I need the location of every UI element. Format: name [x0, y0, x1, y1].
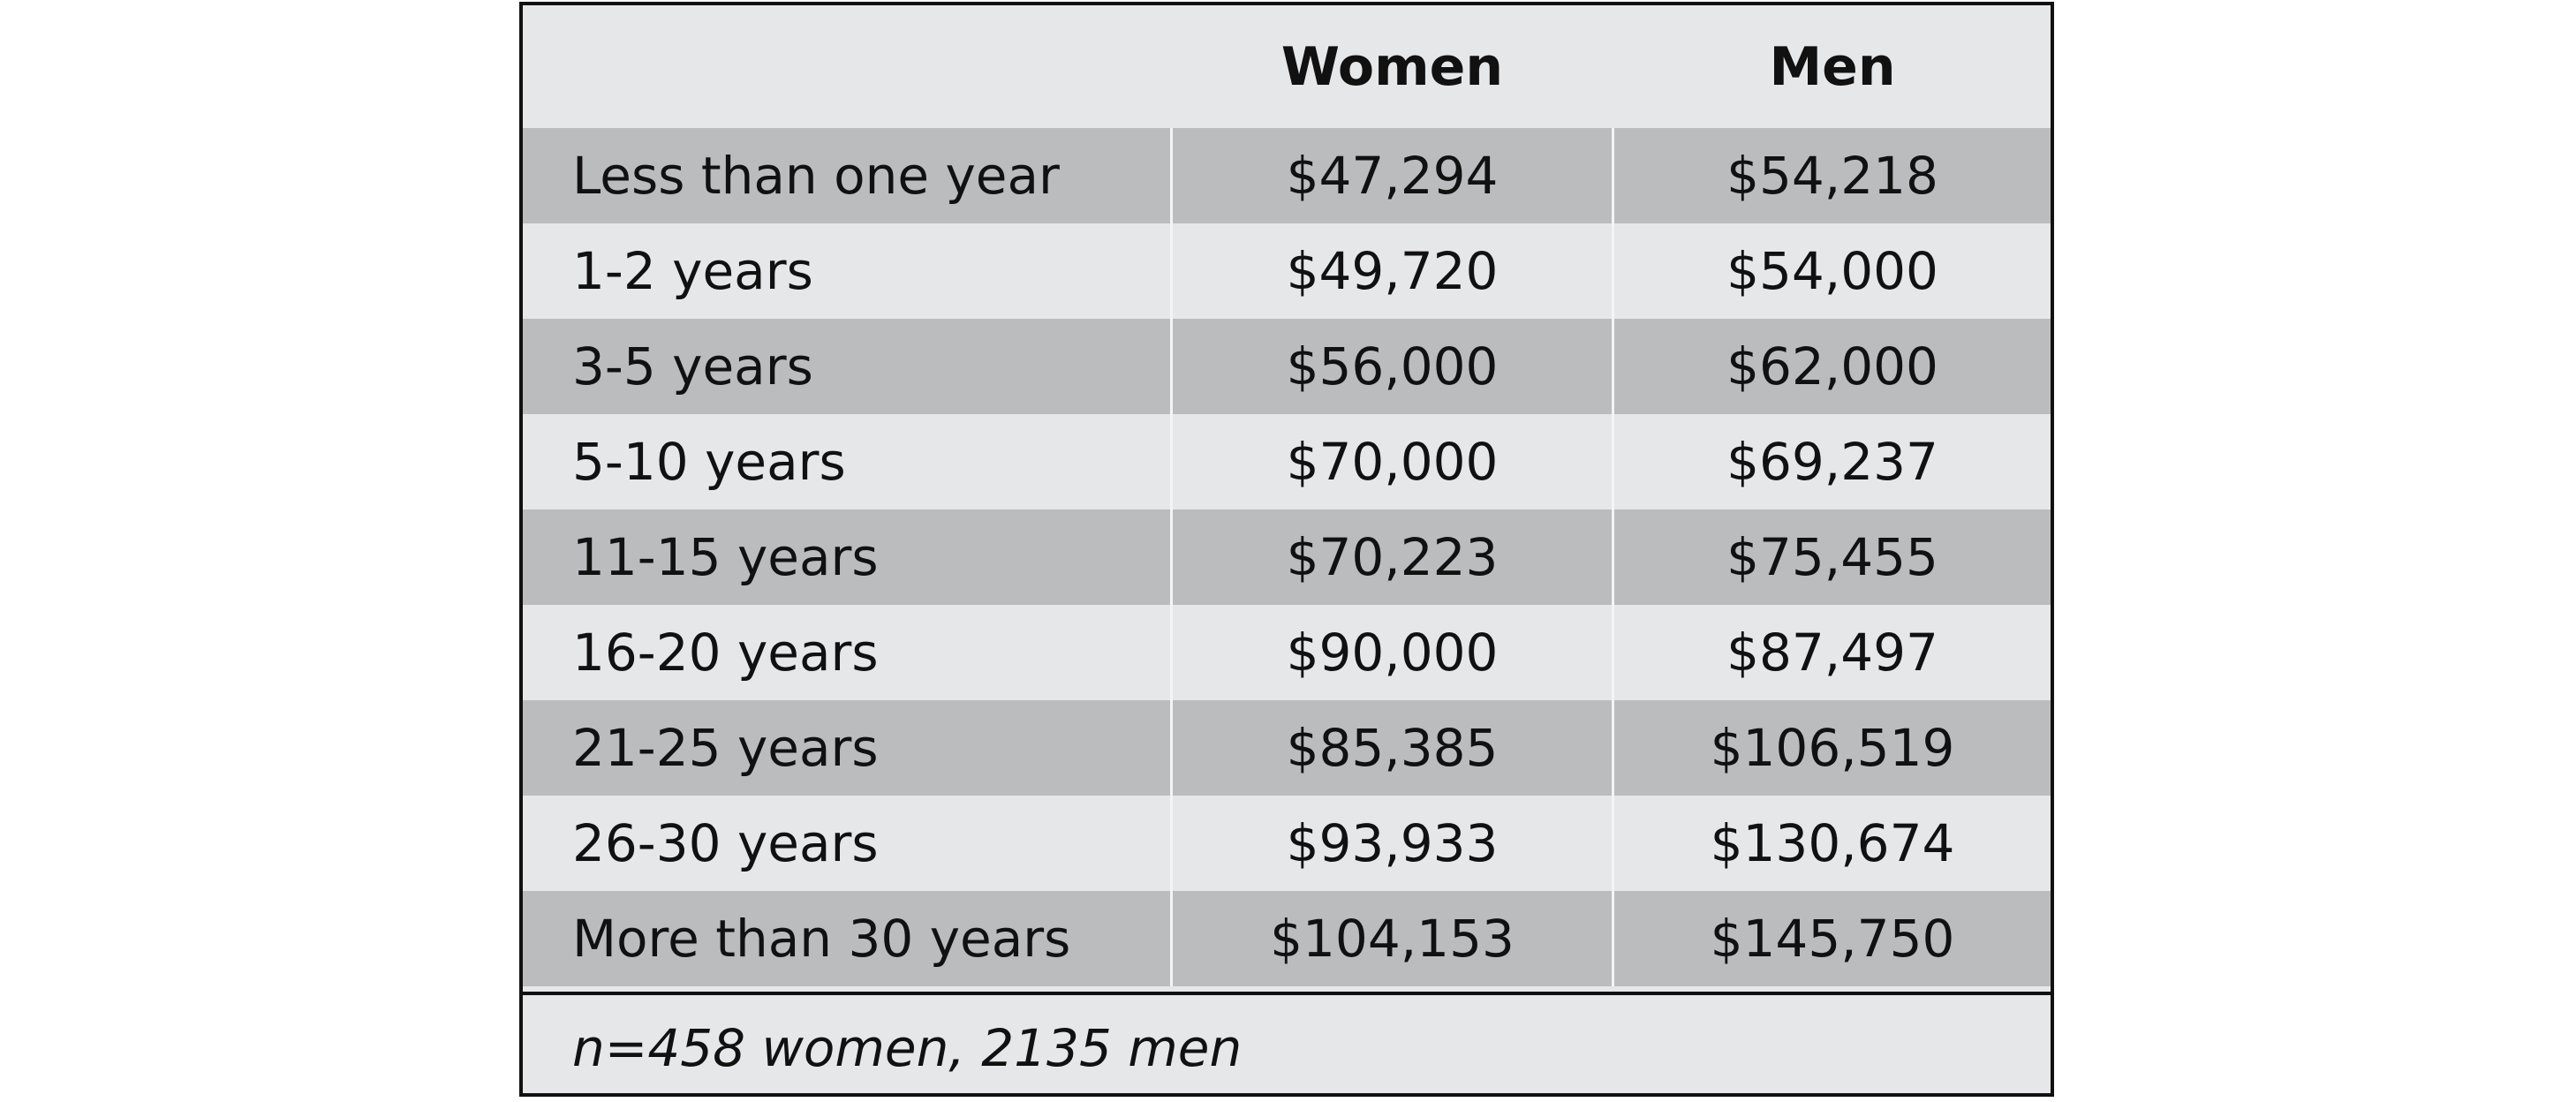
women-salary: $70,000	[1170, 414, 1612, 509]
women-salary: $93,933	[1170, 796, 1612, 891]
salary-table: Women Men Less than one year $47,294 $54,2…	[519, 2, 2054, 1097]
women-salary: $56,000	[1170, 319, 1612, 414]
table-row: 26-30 years $93,933 $130,674	[523, 796, 2051, 891]
table-row: 1-2 years $49,720 $54,000	[523, 223, 2051, 319]
women-salary: $70,223	[1170, 509, 1612, 605]
table-row: 3-5 years $56,000 $62,000	[523, 319, 2051, 414]
men-salary: $87,497	[1612, 605, 2051, 700]
row-label: 26-30 years	[572, 813, 879, 873]
row-label: 1-2 years	[572, 241, 813, 301]
table-row: 21-25 years $85,385 $106,519	[523, 700, 2051, 796]
table-footnote: n=458 women, 2135 men	[523, 992, 2051, 1093]
men-salary: $130,674	[1612, 796, 2051, 891]
men-salary: $54,218	[1612, 128, 2051, 223]
women-salary: $49,720	[1170, 223, 1612, 319]
row-label: 5-10 years	[572, 432, 846, 492]
men-salary: $69,237	[1612, 414, 2051, 509]
header-empty-cell	[523, 5, 1170, 128]
row-label: 11-15 years	[572, 527, 879, 587]
men-salary: $62,000	[1612, 319, 2051, 414]
men-salary: $106,519	[1612, 700, 2051, 796]
men-salary: $145,750	[1612, 891, 2051, 986]
row-label: More than 30 years	[572, 909, 1071, 969]
women-salary: $90,000	[1170, 605, 1612, 700]
table-row: 5-10 years $70,000 $69,237	[523, 414, 2051, 509]
women-salary: $104,153	[1170, 891, 1612, 986]
women-salary: $85,385	[1170, 700, 1612, 796]
row-label: 21-25 years	[572, 718, 879, 778]
table-row: 11-15 years $70,223 $75,455	[523, 509, 2051, 605]
table-header-row: Women Men	[523, 5, 2051, 128]
header-men: Men	[1769, 35, 1896, 98]
men-salary: $54,000	[1612, 223, 2051, 319]
men-salary: $75,455	[1612, 509, 2051, 605]
table-row: Less than one year $47,294 $54,218	[523, 128, 2051, 223]
row-label: 16-20 years	[572, 623, 879, 683]
header-women: Women	[1280, 35, 1504, 98]
row-label: 3-5 years	[572, 336, 813, 396]
women-salary: $47,294	[1170, 128, 1612, 223]
row-label: Less than one year	[572, 146, 1060, 206]
table-row: More than 30 years $104,153 $145,750	[523, 891, 2051, 986]
table-row: 16-20 years $90,000 $87,497	[523, 605, 2051, 700]
